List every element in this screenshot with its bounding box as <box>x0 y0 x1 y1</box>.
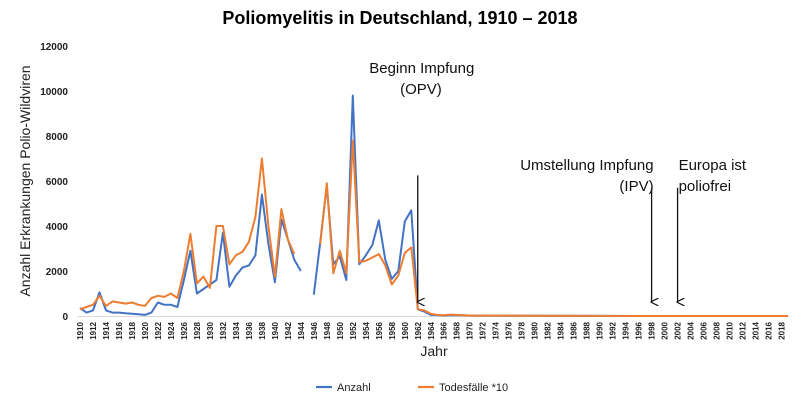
x-tick-label: 1928 <box>193 321 202 339</box>
annotation-2-line-1: poliofrei <box>679 178 732 195</box>
x-tick-label: 1974 <box>492 321 501 339</box>
x-tick-label: 1914 <box>102 321 111 339</box>
x-tick-label: 1982 <box>544 321 553 339</box>
x-tick-label: 1912 <box>89 321 98 339</box>
x-tick-label: 2012 <box>739 321 748 339</box>
x-tick-label: 1986 <box>570 321 579 339</box>
series-line-0-segment-0 <box>79 193 302 316</box>
legend-item-todesfaelle: Todesfälle *10 <box>418 382 508 394</box>
x-tick-label: 1976 <box>505 321 514 339</box>
y-tick-label: 4000 <box>46 222 69 233</box>
x-axis-label: Jahr <box>420 343 448 359</box>
x-tick-label: 1998 <box>648 321 657 339</box>
legend-item-anzahl: Anzahl <box>316 382 371 394</box>
x-tick-label: 1962 <box>414 321 423 339</box>
series-line-0-segment-1 <box>312 94 788 317</box>
y-axis-label: Anzahl Erkrankungen Polio-Wildviren <box>17 65 33 296</box>
x-tick-label: 1930 <box>206 321 215 339</box>
x-tick-label: 1978 <box>518 321 527 339</box>
x-tick-label: 2000 <box>661 321 670 339</box>
series-layer <box>79 94 788 317</box>
legend-label-todesfaelle: Todesfälle *10 <box>439 382 508 394</box>
x-tick-label: 1940 <box>271 321 280 339</box>
y-axis-ticks: 0 2000 4000 6000 8000 10000 12000 <box>40 42 68 323</box>
y-tick-label: 2000 <box>46 267 69 278</box>
chart-title: Poliomyelitis in Deutschland, 1910 – 201… <box>222 8 577 28</box>
x-tick-label: 1936 <box>245 321 254 339</box>
x-tick-label: 1960 <box>401 321 410 339</box>
series-line-1-segment-1 <box>319 139 788 317</box>
y-tick-label: 6000 <box>46 177 69 188</box>
x-tick-label: 1956 <box>375 321 384 339</box>
x-tick-label: 2018 <box>778 321 787 339</box>
x-tick-label: 1988 <box>583 321 592 339</box>
x-tick-label: 2014 <box>752 321 761 339</box>
x-tick-label: 1990 <box>596 321 605 339</box>
x-tick-label: 1932 <box>219 321 228 339</box>
y-tick-label: 10000 <box>40 87 68 98</box>
x-tick-label: 1944 <box>297 321 306 339</box>
x-tick-label: 1972 <box>479 321 488 339</box>
x-tick-label: 1980 <box>531 321 540 339</box>
x-tick-label: 1970 <box>466 321 475 339</box>
x-tick-label: 1920 <box>141 321 150 339</box>
y-tick-label: 12000 <box>40 42 68 53</box>
x-tick-label: 1992 <box>609 321 618 339</box>
x-tick-label: 1984 <box>557 321 566 339</box>
x-tick-label: 1922 <box>154 321 163 339</box>
legend-label-anzahl: Anzahl <box>337 382 371 394</box>
x-tick-label: 1968 <box>453 321 462 339</box>
x-tick-label: 2016 <box>765 321 774 339</box>
x-tick-label: 1966 <box>440 321 449 339</box>
annotation-layer: Beginn Impfung (OPV) Umstellung Impfung (IP… <box>369 60 747 302</box>
x-tick-label: 1942 <box>284 321 293 339</box>
x-tick-label: 1958 <box>388 321 397 339</box>
annotation-0-line-0: Beginn Impfung <box>369 60 474 77</box>
x-tick-label: 1924 <box>167 321 176 339</box>
x-tick-label: 1996 <box>635 321 644 339</box>
x-tick-label: 1910 <box>76 321 85 339</box>
annotation-1-line-0: Umstellung Impfung <box>520 157 653 174</box>
annotation-2-line-0: Europa ist <box>679 157 747 174</box>
x-tick-label: 1994 <box>622 321 631 339</box>
y-tick-label: 0 <box>62 312 68 323</box>
x-tick-label: 1946 <box>310 321 319 339</box>
series-line-1-segment-0 <box>79 157 296 311</box>
x-tick-label: 1916 <box>115 321 124 339</box>
x-tick-label: 2004 <box>687 321 696 339</box>
x-tick-label: 1938 <box>258 321 267 339</box>
annotation-1-line-1: (IPV) <box>619 178 653 195</box>
x-tick-label: 2010 <box>726 321 735 339</box>
x-tick-label: 2006 <box>700 321 709 339</box>
x-tick-label: 1950 <box>336 321 345 339</box>
annotation-0-line-1: (OPV) <box>400 81 442 98</box>
x-tick-label: 1926 <box>180 321 189 339</box>
legend: Anzahl Todesfälle *10 <box>316 382 508 394</box>
x-axis-ticks: 1910 1912 1914 1916 1918 1920 1922 1924 1926 1928… <box>76 321 787 339</box>
x-tick-label: 1918 <box>128 321 137 339</box>
x-tick-label: 1948 <box>323 321 332 339</box>
x-tick-label: 2008 <box>713 321 722 339</box>
x-tick-label: 1954 <box>362 321 371 339</box>
x-tick-label: 2002 <box>674 321 683 339</box>
x-tick-label: 1952 <box>349 321 358 339</box>
y-tick-label: 8000 <box>46 132 69 143</box>
x-tick-label: 1934 <box>232 321 241 339</box>
x-tick-label: 1964 <box>427 321 436 339</box>
